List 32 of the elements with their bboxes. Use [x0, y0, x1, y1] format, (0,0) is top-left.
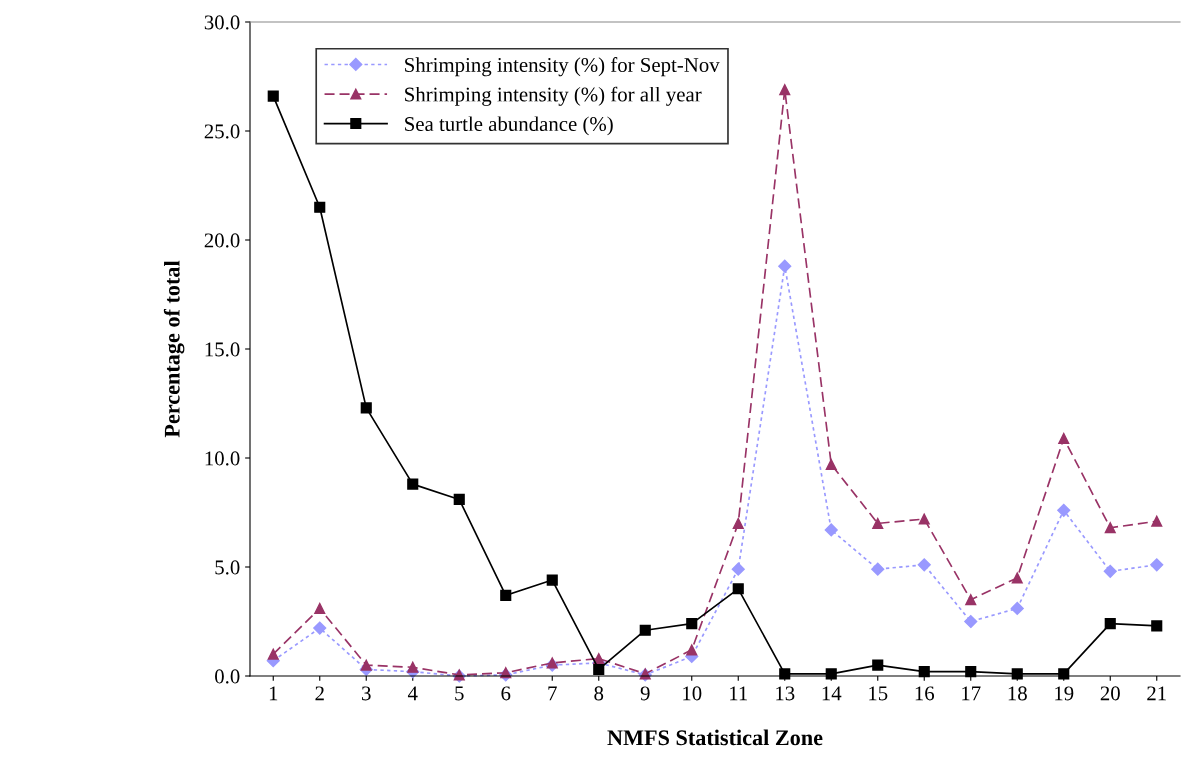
legend-label: Shrimping intensity (%) for all year: [405, 86, 702, 106]
x-tick-label: 4: [407, 686, 418, 701]
x-tick-label: 5: [455, 686, 464, 701]
y-tick-label: 10.0: [205, 451, 240, 466]
x-tick-label: 15: [869, 686, 888, 701]
x-tick-label: 3: [362, 686, 371, 701]
x-tick-label: 18: [1008, 686, 1027, 701]
x-tick-label: 21: [1147, 686, 1166, 701]
x-tick-label: 10: [683, 686, 702, 701]
x-tick-label: 6: [501, 686, 511, 701]
y-tick-label: 5.0: [215, 560, 240, 575]
x-tick-label: 9: [640, 686, 650, 701]
x-axis-title: NMFS Statistical Zone: [607, 729, 823, 746]
y-tick-label: 25.0: [204, 124, 240, 139]
x-tick-label: 1: [269, 686, 278, 701]
x-tick-label: 16: [915, 686, 935, 701]
x-tick-label: 14: [822, 686, 842, 701]
legend-label: Shrimping intensity (%) for Sept-Nov: [405, 57, 720, 77]
x-tick-label: 8: [594, 686, 604, 701]
y-tick-label: 15.0: [205, 342, 240, 357]
y-tick-label: 0.0: [215, 669, 240, 684]
x-tick-label: 7: [548, 686, 557, 701]
y-axis-title: Percentage of total: [163, 260, 185, 438]
x-tick-label: 11: [730, 686, 748, 701]
y-tick-label: 20.0: [204, 233, 240, 248]
x-tick-label: 19: [1055, 686, 1074, 701]
x-tick-label: 17: [962, 686, 981, 701]
legend-label: Sea turtle abundance (%): [405, 116, 613, 136]
x-tick-label: 13: [776, 686, 795, 701]
x-tick-label: 20: [1100, 686, 1120, 701]
x-tick-label: 2: [315, 686, 324, 701]
y-tick-label: 30.0: [204, 15, 240, 30]
